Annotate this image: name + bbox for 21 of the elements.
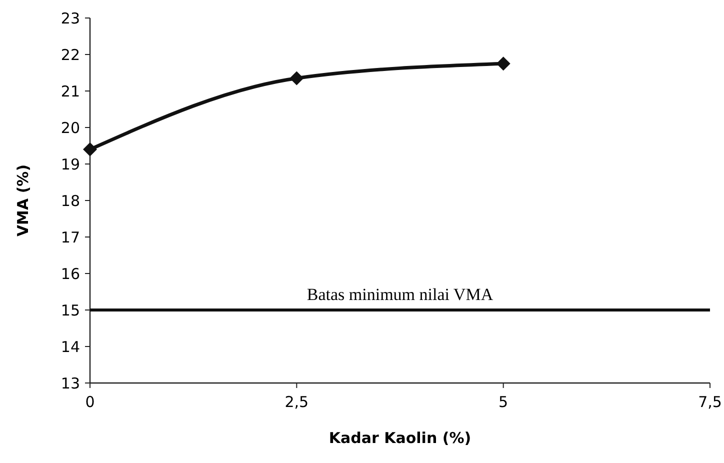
y-tick-label: 21	[60, 82, 80, 100]
x-tick-label: 0	[85, 393, 95, 411]
y-tick-label: 16	[60, 264, 80, 283]
y-axis-title: VMA (%)	[14, 164, 32, 237]
x-tick-label: 7,5	[698, 393, 722, 411]
y-tick-label: 23	[60, 9, 80, 28]
y-tick-label: 20	[60, 118, 80, 137]
point	[290, 71, 304, 86]
y-tick-label: 18	[60, 192, 80, 210]
y-tick-label: 15	[60, 301, 80, 320]
point	[496, 56, 510, 71]
x-tick-label: 5	[498, 393, 508, 411]
y-tick-label: 14	[60, 338, 80, 356]
y-tick-label: 22	[60, 46, 80, 64]
x-axis-title: Kadar Kaolin (%)	[328, 429, 472, 447]
x-tick-label: 2,5	[284, 393, 309, 411]
point	[83, 142, 97, 156]
y-tick-label: 17	[60, 228, 80, 246]
y-tick-label: 13	[60, 374, 80, 392]
ref-line-label: Batas minimum nilai VMA	[306, 285, 494, 304]
y-tick-label: 19	[60, 155, 80, 174]
